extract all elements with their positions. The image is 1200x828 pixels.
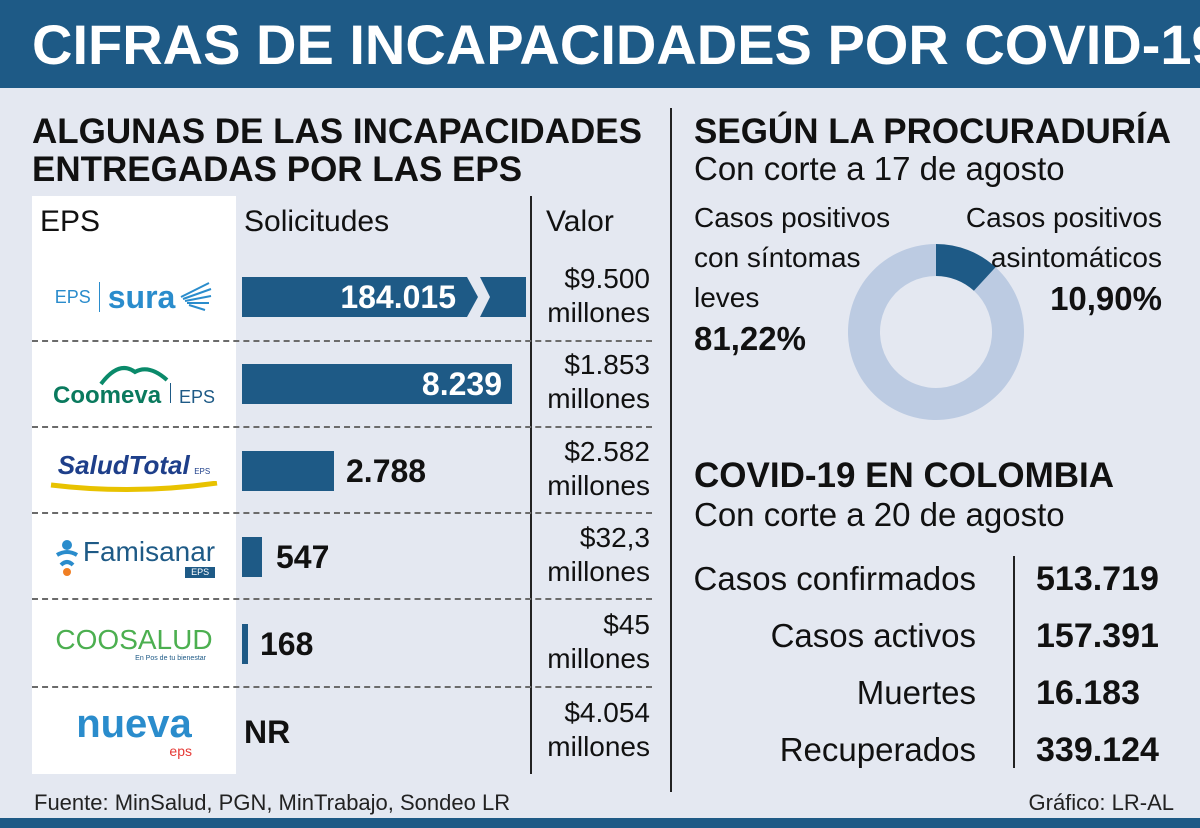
stat-row-recuperados: Recuperados xyxy=(680,725,1180,775)
logo-famisanar: Famisanar EPS xyxy=(32,514,236,600)
colombia-subtitle: Con corte a 20 de agosto xyxy=(694,496,1065,533)
donut-label-symptoms-line2: con síntomas xyxy=(694,242,861,273)
procuraduria-title: SEGÚN LA PROCURADURÍA xyxy=(694,112,1172,151)
stats-divider xyxy=(1013,556,1015,768)
solicitudes-coomeva: 8.239 xyxy=(421,366,502,402)
saludtotal-swoosh-icon xyxy=(50,480,218,492)
solicitudes-coosalud: 168 xyxy=(260,626,314,662)
logo-sura-divider xyxy=(98,282,100,312)
valor-saludtotal-unit: millones xyxy=(547,470,650,501)
page-title: CIFRAS DE INCAPACIDADES POR COVID-19 xyxy=(32,13,1200,76)
logo-saludtotal: SaludTotal EPS xyxy=(32,428,236,514)
valor-famisanar-amount: $32,3 xyxy=(579,522,650,553)
donut-label-symptoms-line3: leves xyxy=(694,282,760,313)
eps-section-title-line1: ALGUNAS DE LAS INCAPACIDADES xyxy=(32,112,642,151)
solicitudes-saludtotal: 2.788 xyxy=(346,453,427,489)
valor-coosalud-amount: $45 xyxy=(603,609,650,640)
donut-chart xyxy=(848,244,1024,420)
stat-value-confirmados: 513.719 xyxy=(1036,560,1159,598)
stat-label-activos: Casos activos xyxy=(770,617,976,654)
stat-value-recuperados: 339.124 xyxy=(1036,731,1159,769)
stat-row-confirmados: Casos confirmados xyxy=(680,554,1180,604)
solicitudes-famisanar: 547 xyxy=(276,539,330,575)
donut-label-symptoms-line1: Casos positivos xyxy=(694,202,891,233)
famisanar-figure-icon xyxy=(55,540,78,576)
donut-label-asymptomatic-line2: asintomáticos xyxy=(990,242,1162,273)
valor-saludtotal-amount: $2.582 xyxy=(564,436,650,467)
solicitudes-sura: 184.015 xyxy=(340,279,456,315)
footer-source: Fuente: MinSalud, PGN, MinTrabajo, Sonde… xyxy=(34,790,511,815)
valor-sura-unit: millones xyxy=(547,297,650,328)
valor-nueva-eps-amount: $4.054 xyxy=(564,697,650,728)
valor-nueva-eps-unit: millones xyxy=(547,731,650,762)
procuraduria-subtitle: Con corte a 17 de agosto xyxy=(694,150,1065,187)
logo-sura: EPS sura xyxy=(32,254,236,340)
logo-nueva-suffix: eps xyxy=(169,743,192,759)
col-header-eps: EPS xyxy=(40,205,101,238)
col-header-valor: Valor xyxy=(546,205,614,238)
row-separator xyxy=(32,340,652,342)
valor-coomeva-amount: $1.853 xyxy=(564,349,650,380)
header-banner: CIFRAS DE INCAPACIDADES POR COVID-19 xyxy=(0,0,1200,88)
stat-value-muertes: 16.183 xyxy=(1036,674,1140,712)
footer-credit: Gráfico: LR-AL xyxy=(1028,790,1175,815)
logo-coosalud-name: COOSALUD xyxy=(55,623,213,655)
valor-famisanar-unit: millones xyxy=(547,556,650,587)
row-separator xyxy=(32,598,652,600)
vertical-divider xyxy=(670,108,672,792)
eps-section-title-line2: ENTREGADAS POR LAS EPS xyxy=(32,150,523,189)
donut-label-asymptomatic-line1: Casos positivos xyxy=(965,202,1162,233)
bottom-bar xyxy=(0,818,1200,828)
bar-saludtotal xyxy=(242,451,334,491)
logo-sura-prefix: EPS xyxy=(54,286,91,307)
logo-sura-name: sura xyxy=(107,278,176,315)
logo-coomeva-suffix: EPS xyxy=(178,387,215,407)
stat-value-activos: 157.391 xyxy=(1036,617,1159,655)
logo-famisanar-suffix: EPS xyxy=(185,566,216,578)
donut-slice-asymptomatic xyxy=(936,244,996,291)
donut-slice-symptoms xyxy=(848,244,1024,420)
colombia-title: COVID-19 EN COLOMBIA xyxy=(694,456,1115,495)
stat-label-confirmados: Casos confirmados xyxy=(693,560,976,597)
logo-coomeva-divider xyxy=(169,383,171,403)
donut-value-symptoms: 81,22% xyxy=(694,320,806,357)
valor-sura-amount: $9.500 xyxy=(564,263,650,294)
stat-label-recuperados: Recuperados xyxy=(779,731,976,768)
bar-coomeva xyxy=(242,364,512,404)
logo-nueva-eps: nueva eps xyxy=(32,688,236,774)
stat-row-activos: Casos activos xyxy=(680,611,1180,661)
logo-coosalud-suffix: En Pos de tu bienestar xyxy=(135,654,206,662)
valor-column-divider xyxy=(530,196,532,774)
logo-coomeva: Coomeva EPS xyxy=(32,342,236,428)
stat-label-muertes: Muertes xyxy=(856,674,976,711)
logo-coosalud: COOSALUD En Pos de tu bienestar xyxy=(32,600,236,686)
stat-row-muertes: Muertes xyxy=(680,668,1180,718)
valor-coomeva-unit: millones xyxy=(547,383,650,414)
logo-saludtotal-suffix: EPS xyxy=(194,466,211,476)
donut-value-asymptomatic: 10,90% xyxy=(1050,280,1162,317)
bar-sura xyxy=(242,277,526,317)
sura-wing-icon xyxy=(180,282,212,311)
bar-famisanar xyxy=(242,537,262,577)
logo-saludtotal-name: SaludTotal xyxy=(57,449,190,480)
row-separator xyxy=(32,426,652,428)
col-header-solicitudes: Solicitudes xyxy=(244,205,390,238)
solicitudes-nueva-eps: NR xyxy=(244,714,291,750)
row-separator xyxy=(32,512,652,514)
coomeva-mountain-icon xyxy=(99,366,169,386)
logo-famisanar-name: Famisanar xyxy=(82,535,216,567)
logo-coomeva-name: Coomeva xyxy=(53,382,162,409)
logo-nueva-name: nueva xyxy=(76,702,192,746)
valor-coosalud-unit: millones xyxy=(547,643,650,674)
row-separator xyxy=(32,686,652,688)
bar-coosalud xyxy=(242,624,248,664)
